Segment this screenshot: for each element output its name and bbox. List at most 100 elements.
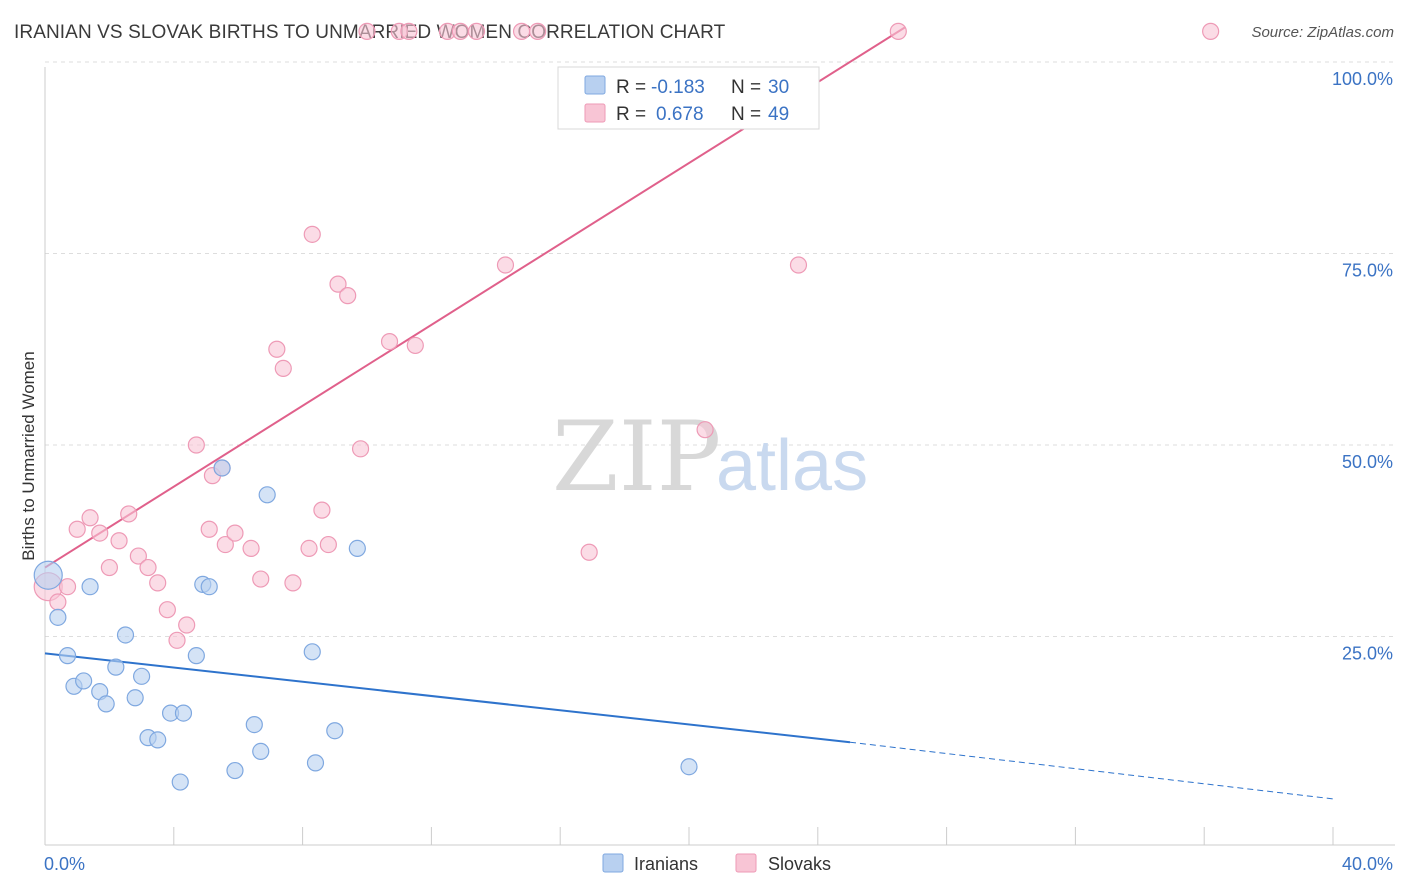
watermark-atlas: atlas bbox=[716, 426, 868, 506]
bottom-legend-swatch-slovaks bbox=[735, 853, 757, 873]
point-iranians-21 bbox=[226, 761, 244, 780]
point-slovaks-16 bbox=[200, 520, 218, 538]
point-slovaks-27 bbox=[303, 225, 321, 243]
point-slovaks-42 bbox=[512, 22, 531, 40]
point-slovaks-29 bbox=[319, 535, 337, 554]
legend-r-label-iranians: R = bbox=[616, 77, 646, 98]
tick-labels: 25.0% 50.0% 75.0% 100.0% 0.0% 40.0% bbox=[44, 69, 1393, 874]
legend-n-value-iranians: 30 bbox=[768, 77, 789, 98]
point-iranians-24 bbox=[258, 486, 276, 504]
trend-line-iranians-extension bbox=[849, 741, 1334, 800]
legend-r-value-slovaks: 0.678 bbox=[656, 104, 704, 125]
y-tick-label-100: 100.0% bbox=[1332, 69, 1393, 89]
legend-r-value-iranians: -0.183 bbox=[651, 77, 705, 98]
watermark: ZIP atlas bbox=[552, 401, 868, 513]
point-iranians-23 bbox=[252, 742, 270, 761]
y-tick-label-25: 25.0% bbox=[1342, 644, 1393, 664]
point-slovaks-5 bbox=[91, 524, 109, 542]
axes bbox=[44, 67, 1395, 846]
point-slovaks-15 bbox=[187, 436, 205, 454]
point-slovaks-1 bbox=[49, 593, 67, 611]
legend-swatch-slovaks bbox=[584, 103, 606, 123]
point-iranians-2 bbox=[58, 647, 77, 665]
point-iranians-4 bbox=[75, 672, 93, 690]
point-slovaks-47 bbox=[889, 22, 907, 40]
point-slovaks-40 bbox=[467, 22, 486, 40]
point-slovaks-41 bbox=[496, 256, 515, 274]
point-slovaks-45 bbox=[696, 421, 714, 439]
point-slovaks-19 bbox=[216, 535, 234, 554]
point-slovaks-2 bbox=[58, 578, 77, 596]
point-slovaks-25 bbox=[284, 574, 302, 592]
point-slovaks-11 bbox=[149, 574, 167, 592]
point-slovaks-43 bbox=[529, 22, 547, 40]
point-slovaks-23 bbox=[268, 340, 286, 358]
point-slovaks-48 bbox=[1202, 22, 1220, 40]
legend-swatch-iranians bbox=[584, 75, 606, 95]
point-iranians-19 bbox=[200, 578, 218, 596]
point-iranians-26 bbox=[306, 754, 325, 772]
point-slovaks-28 bbox=[313, 501, 331, 519]
point-slovaks-37 bbox=[406, 336, 424, 355]
point-slovaks-12 bbox=[158, 601, 176, 619]
point-iranians-1 bbox=[49, 608, 67, 626]
point-slovaks-39 bbox=[451, 22, 469, 40]
point-iranians-20 bbox=[213, 459, 231, 477]
point-iranians-9 bbox=[116, 626, 135, 644]
point-slovaks-20 bbox=[226, 524, 244, 542]
point-iranians-17 bbox=[187, 647, 205, 665]
point-slovaks-30 bbox=[329, 275, 347, 293]
legend-n-label-slovaks: N = bbox=[731, 104, 761, 125]
legend: R = -0.183 N = 30 R = 0.678 N = 49 bbox=[557, 66, 820, 130]
point-slovaks-7 bbox=[110, 532, 128, 550]
data-points bbox=[33, 22, 1220, 791]
point-slovaks-10 bbox=[139, 558, 157, 577]
point-iranians-25 bbox=[303, 643, 321, 661]
point-iranians-0 bbox=[33, 560, 63, 590]
bottom-legend-label-iranians: Iranians bbox=[634, 854, 698, 874]
point-iranians-27 bbox=[326, 722, 344, 740]
point-iranians-13 bbox=[149, 731, 167, 749]
bottom-legend-label-slovaks: Slovaks bbox=[768, 854, 831, 874]
point-iranians-10 bbox=[126, 689, 144, 707]
point-slovaks-13 bbox=[168, 631, 186, 649]
legend-n-value-slovaks: 49 bbox=[768, 104, 789, 125]
point-iranians-5 bbox=[81, 578, 99, 596]
point-iranians-28 bbox=[348, 539, 366, 558]
watermark-zip: ZIP bbox=[552, 401, 721, 513]
y-tick-label-50: 50.0% bbox=[1342, 452, 1393, 472]
point-slovaks-33 bbox=[358, 22, 376, 40]
point-slovaks-31 bbox=[339, 287, 357, 305]
point-iranians-22 bbox=[245, 715, 263, 734]
point-slovaks-4 bbox=[81, 509, 99, 527]
y-tick-label-75: 75.0% bbox=[1342, 261, 1393, 281]
point-iranians-15 bbox=[171, 773, 189, 791]
point-slovaks-6 bbox=[100, 558, 119, 577]
point-iranians-11 bbox=[133, 667, 151, 685]
point-slovaks-22 bbox=[252, 570, 270, 588]
grid-lines bbox=[45, 61, 1395, 637]
point-slovaks-8 bbox=[120, 505, 138, 523]
point-iranians-16 bbox=[174, 704, 193, 722]
point-iranians-7 bbox=[97, 695, 115, 713]
trend-line-iranians bbox=[44, 652, 851, 744]
point-slovaks-21 bbox=[242, 539, 260, 558]
point-slovaks-26 bbox=[300, 539, 318, 558]
point-slovaks-3 bbox=[68, 520, 86, 538]
bottom-legend: Iranians Slovaks bbox=[602, 853, 831, 874]
legend-n-label-iranians: N = bbox=[731, 77, 761, 98]
x-tick-label-max: 40.0% bbox=[1342, 854, 1393, 874]
point-slovaks-14 bbox=[178, 616, 196, 634]
point-iranians-29 bbox=[680, 758, 698, 776]
point-slovaks-32 bbox=[351, 440, 370, 458]
point-iranians-8 bbox=[107, 658, 125, 676]
y-axis-label: Births to Unmarried Women bbox=[19, 351, 38, 560]
legend-r-label-slovaks: R = bbox=[616, 104, 646, 125]
source-label: Source: ZipAtlas.com bbox=[1251, 24, 1394, 41]
point-slovaks-9 bbox=[129, 547, 147, 565]
bottom-legend-swatch-iranians bbox=[602, 853, 624, 873]
point-slovaks-24 bbox=[274, 359, 292, 377]
point-slovaks-36 bbox=[400, 22, 418, 40]
point-slovaks-44 bbox=[580, 543, 598, 561]
